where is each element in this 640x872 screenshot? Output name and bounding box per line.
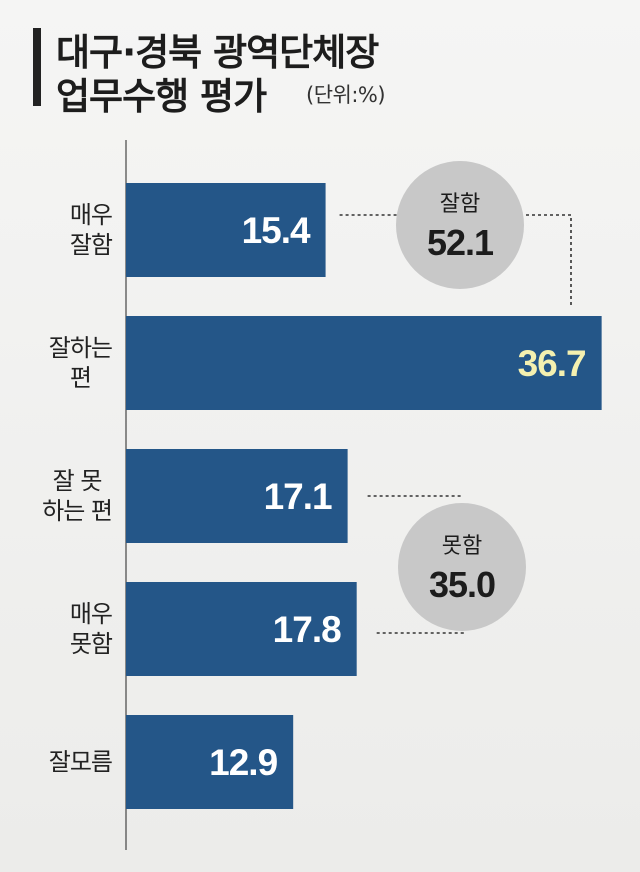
group-connector-b-1 [367,495,462,497]
bar-value-label-3: 17.8 [273,609,341,650]
bar-2 [126,449,348,543]
category-label-2: 잘 못 하는 편 [42,467,113,525]
category-label-0: 매우 잘함 [69,201,113,259]
unit-label: (단위:%) [306,83,386,107]
bar-3 [126,582,357,676]
group-label-a: 잘함 [440,192,480,217]
bar-value-label-2: 17.1 [264,476,332,517]
category-label-1: 잘하는 편 [48,334,113,392]
group-label-b: 못함 [442,534,482,559]
bar-value-label-4: 12.9 [209,742,277,783]
chart-title-line-1: 대구·경북 광역단체장 [56,31,379,74]
title-accent-bar [33,28,41,106]
group-value-b: 35.0 [429,564,495,605]
chart-title-line-2: 업무수행 평가 [56,75,267,118]
category-label-4: 잘모름 [48,748,113,776]
bar-value-label-0: 15.4 [242,210,311,251]
bar-value-label-1: 36.7 [518,343,586,384]
group-connector-a-2 [520,214,572,308]
category-label-3: 매우 못함 [69,600,113,658]
group-bubble-a [396,161,524,289]
bar-4 [126,715,294,809]
bar-0 [126,183,326,277]
group-value-a: 52.1 [427,222,494,263]
bar-1 [126,316,602,410]
group-bubble-b [398,503,526,631]
